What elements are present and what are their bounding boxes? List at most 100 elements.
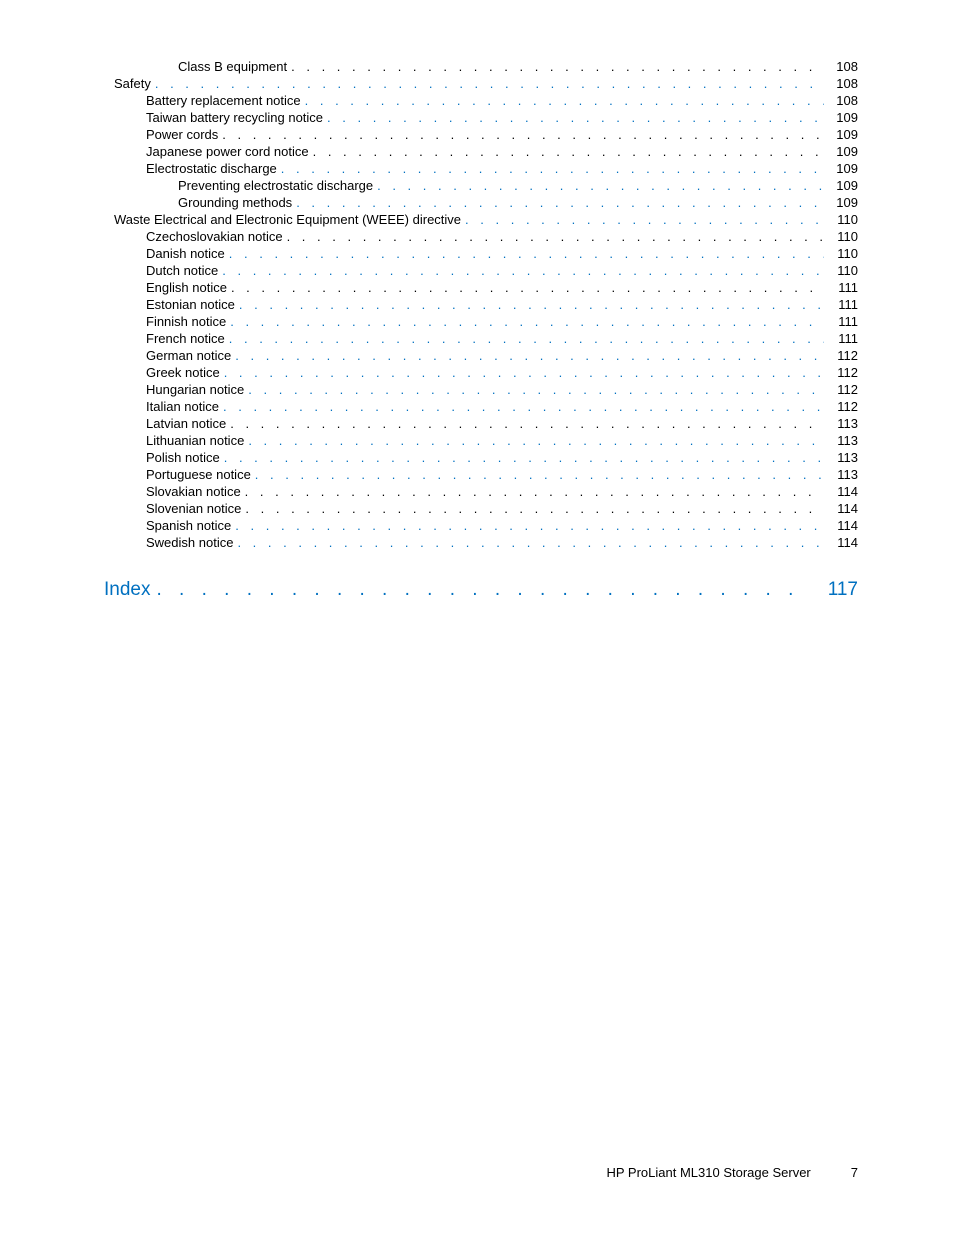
toc-entry-label: Waste Electrical and Electronic Equipmen… xyxy=(114,211,461,228)
toc-entry-label: Latvian notice xyxy=(146,415,226,432)
toc-leader-dots xyxy=(287,228,824,245)
toc-entry: Japanese power cord notice 109 xyxy=(104,143,858,160)
toc-entry[interactable]: Finnish notice 111 xyxy=(104,313,858,330)
toc-leader-dots xyxy=(222,126,824,143)
toc-entry-page: 112 xyxy=(828,364,858,381)
toc-leader-dots xyxy=(248,432,824,449)
toc-entry-label: Grounding methods xyxy=(178,194,292,211)
toc-entry-label: German notice xyxy=(146,347,231,364)
toc-entry-page: 113 xyxy=(828,415,858,432)
toc-entry-label: Danish notice xyxy=(146,245,225,262)
toc-leader-dots xyxy=(224,449,824,466)
toc-entry-page: 108 xyxy=(828,58,858,75)
toc-entry-label: Preventing electrostatic discharge xyxy=(178,177,373,194)
toc-leader-dots xyxy=(222,262,824,279)
toc-entry: English notice111 xyxy=(104,279,858,296)
toc-leader-dots xyxy=(281,160,824,177)
toc-leader-dots xyxy=(465,211,824,228)
toc-entry-page: 108 xyxy=(828,92,858,109)
toc-entry-label: Electrostatic discharge xyxy=(146,160,277,177)
toc-leader-dots xyxy=(327,109,824,126)
index-label: Index xyxy=(104,575,150,605)
toc-entry-page: 114 xyxy=(828,517,858,534)
toc-leader-dots xyxy=(245,483,824,500)
toc-leader-dots xyxy=(245,500,824,517)
index-entry[interactable]: Index 117 xyxy=(104,575,858,605)
toc-entry-page: 109 xyxy=(828,126,858,143)
toc-entry[interactable]: German notice 112 xyxy=(104,347,858,364)
toc-entry[interactable]: Waste Electrical and Electronic Equipmen… xyxy=(104,211,858,228)
toc-leader-dots xyxy=(296,194,824,211)
toc-entry-page: 113 xyxy=(828,449,858,466)
toc-entry-page: 112 xyxy=(828,347,858,364)
toc-entry-page: 114 xyxy=(828,534,858,551)
toc-entry[interactable]: Electrostatic discharge 109 xyxy=(104,160,858,177)
toc-entry[interactable]: Safety108 xyxy=(104,75,858,92)
toc-entry-page: 109 xyxy=(828,160,858,177)
toc-entry-label: Japanese power cord notice xyxy=(146,143,309,160)
toc-entry[interactable]: Dutch notice110 xyxy=(104,262,858,279)
toc-entry-label: Estonian notice xyxy=(146,296,235,313)
toc-entry-label: Greek notice xyxy=(146,364,220,381)
toc-entry-page: 112 xyxy=(828,398,858,415)
toc-entry: Power cords 109 xyxy=(104,126,858,143)
toc-leader-dots xyxy=(229,245,824,262)
toc-leader-dots xyxy=(230,313,824,330)
toc-entry-label: Class B equipment xyxy=(178,58,287,75)
toc-entry[interactable]: Grounding methods 109 xyxy=(104,194,858,211)
toc-entry-label: Hungarian notice xyxy=(146,381,244,398)
toc-entry[interactable]: Lithuanian notice113 xyxy=(104,432,858,449)
toc-entry[interactable]: Polish notice 113 xyxy=(104,449,858,466)
toc-entry[interactable]: Battery replacement notice108 xyxy=(104,92,858,109)
toc-leader-dots xyxy=(313,143,824,160)
toc-entry-page: 111 xyxy=(828,296,858,313)
toc-entry[interactable]: Greek notice 112 xyxy=(104,364,858,381)
toc-entry-page: 110 xyxy=(828,245,858,262)
toc-list: Class B equipment108Safety108Battery rep… xyxy=(104,58,858,551)
toc-entry[interactable]: French notice111 xyxy=(104,330,858,347)
toc-leader-dots xyxy=(237,534,824,551)
toc-entry[interactable]: Estonian notice 111 xyxy=(104,296,858,313)
toc-entry-label: Polish notice xyxy=(146,449,220,466)
toc-entry-page: 110 xyxy=(828,211,858,228)
footer-page-number: 7 xyxy=(851,1165,858,1180)
toc-entry-label: English notice xyxy=(146,279,227,296)
toc-entry[interactable]: Preventing electrostatic discharge 109 xyxy=(104,177,858,194)
index-page: 117 xyxy=(818,575,858,605)
toc-content: Class B equipment108Safety108Battery rep… xyxy=(104,58,858,605)
toc-entry-page: 109 xyxy=(828,194,858,211)
toc-entry: Latvian notice 113 xyxy=(104,415,858,432)
toc-entry-page: 109 xyxy=(828,109,858,126)
toc-entry-page: 110 xyxy=(828,262,858,279)
toc-leader-dots xyxy=(229,330,824,347)
toc-entry[interactable]: Taiwan battery recycling notice 109 xyxy=(104,109,858,126)
toc-entry-label: Power cords xyxy=(146,126,218,143)
toc-entry-label: Safety xyxy=(114,75,151,92)
toc-entry-label: Slovakian notice xyxy=(146,483,241,500)
toc-entry[interactable]: Hungarian notice112 xyxy=(104,381,858,398)
toc-leader-dots xyxy=(223,398,824,415)
toc-leader-dots xyxy=(235,517,824,534)
toc-leader-dots xyxy=(231,279,824,296)
toc-entry-page: 114 xyxy=(828,483,858,500)
toc-entry-label: Taiwan battery recycling notice xyxy=(146,109,323,126)
toc-entry[interactable]: Swedish notice114 xyxy=(104,534,858,551)
toc-leader-dots xyxy=(291,58,824,75)
toc-entry[interactable]: Portuguese notice113 xyxy=(104,466,858,483)
toc-entry[interactable]: Italian notice112 xyxy=(104,398,858,415)
toc-entry-page: 110 xyxy=(828,228,858,245)
toc-leader-dots xyxy=(155,75,824,92)
toc-entry-page: 109 xyxy=(828,143,858,160)
toc-entry-page: 109 xyxy=(828,177,858,194)
toc-leader-dots xyxy=(248,381,824,398)
toc-entry-page: 111 xyxy=(828,313,858,330)
toc-leader-dots xyxy=(235,347,824,364)
toc-entry-label: Czechoslovakian notice xyxy=(146,228,283,245)
toc-entry[interactable]: Danish notice 110 xyxy=(104,245,858,262)
toc-entry: Slovakian notice 114 xyxy=(104,483,858,500)
toc-entry[interactable]: Spanish notice114 xyxy=(104,517,858,534)
toc-entry-label: Lithuanian notice xyxy=(146,432,244,449)
toc-entry-label: Finnish notice xyxy=(146,313,226,330)
footer-title: HP ProLiant ML310 Storage Server xyxy=(607,1165,811,1180)
toc-leader-dots xyxy=(224,364,824,381)
